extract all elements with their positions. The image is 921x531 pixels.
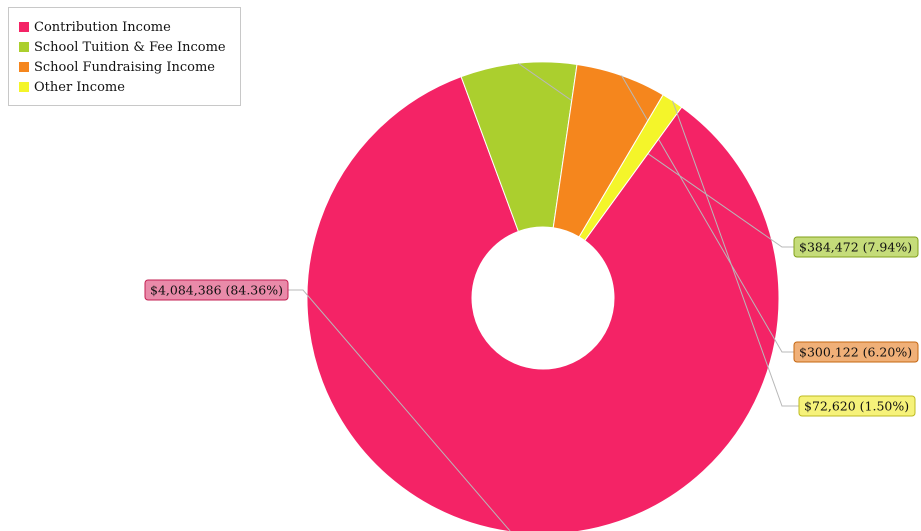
data-label-school-tuition-fee-income: $384,472 (7.94%) <box>793 236 919 258</box>
data-label-contribution-income: $4,084,386 (84.36%) <box>144 279 289 301</box>
data-label-school-fundraising-income: $300,122 (6.20%) <box>793 341 919 363</box>
data-label-text-other-income: $72,620 (1.50%) <box>804 399 909 414</box>
legend-label-contribution-income: Contribution Income <box>34 19 171 35</box>
pie-slice-contribution-income <box>306 76 780 531</box>
data-label-box-other-income <box>798 395 916 417</box>
data-label-box-contribution-income <box>144 279 289 301</box>
legend-swatch-other-income <box>19 82 29 92</box>
legend: Contribution Income School Tuition & Fee… <box>8 7 241 106</box>
legend-swatch-school-tuition-fee-income <box>19 42 29 52</box>
legend-item-school-fundraising-income: School Fundraising Income <box>19 57 240 77</box>
data-label-text-school-tuition-fee-income: $384,472 (7.94%) <box>799 240 912 255</box>
pie-slice-other-income <box>578 94 683 242</box>
data-label-text-school-fundraising-income: $300,122 (6.20%) <box>799 345 912 360</box>
data-label-box-school-fundraising-income <box>793 341 919 363</box>
data-label-other-income: $72,620 (1.50%) <box>798 395 916 417</box>
legend-item-contribution-income: Contribution Income <box>19 17 240 37</box>
leader-line-other-income <box>672 100 799 407</box>
legend-label-school-fundraising-income: School Fundraising Income <box>34 59 216 75</box>
legend-label-school-tuition-fee-income: School Tuition & Fee Income <box>34 39 226 55</box>
legend-swatch-school-fundraising-income <box>19 62 29 72</box>
leader-line-contribution-income <box>288 289 511 531</box>
data-label-box-school-tuition-fee-income <box>793 236 919 258</box>
legend-item-other-income: Other Income <box>19 77 240 97</box>
leader-line-school-fundraising-income <box>621 75 794 353</box>
legend-item-school-tuition-fee-income: School Tuition & Fee Income <box>19 37 240 57</box>
data-label-text-contribution-income: $4,084,386 (84.36%) <box>150 283 283 298</box>
legend-label-other-income: Other Income <box>34 79 125 95</box>
legend-swatch-contribution-income <box>19 22 29 32</box>
